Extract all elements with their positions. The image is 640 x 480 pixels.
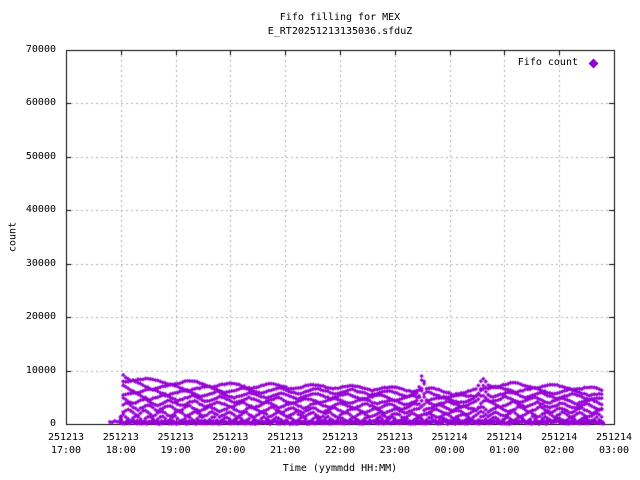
x-tick-date: 251214 [595,432,633,443]
y-tick-label: 70000 [25,44,56,55]
x-tick-time: 17:00 [50,445,82,456]
y-tick-label: 10000 [25,364,56,376]
x-tick-label: 251213 18:00 [88,431,154,457]
x-tick-label: 251214 00:00 [417,431,483,457]
x-tick-date: 251214 [431,432,468,443]
x-tick-date: 251214 [486,432,523,443]
x-tick-time: 03:00 [598,445,630,456]
x-tick-label: 251213 23:00 [362,431,428,457]
x-tick-label: 251214 03:00 [581,431,640,457]
x-tick-date: 251213 [212,432,249,443]
y-tick-label: 60000 [25,97,56,109]
x-tick-date: 251213 [321,432,359,443]
x-tick-time: 18:00 [105,445,136,456]
legend-label: Fifo count [517,57,578,68]
x-tick-label: 251213 20:00 [197,431,263,457]
chart-subtitle: E_RT20251213135036.sfduZ [267,26,413,37]
x-tick-time: 02:00 [544,445,575,456]
x-tick-date: 251213 [47,432,85,443]
x-tick-time: 21:00 [270,445,301,456]
x-tick-time: 22:00 [324,445,356,456]
x-tick-label: 251213 21:00 [252,431,318,457]
x-tick-time: 19:00 [160,445,191,456]
y-tick-label: 50000 [25,150,56,162]
y-axis-label: count [7,221,19,253]
x-tick-time: 20:00 [215,445,246,456]
y-tick-label: 30000 [25,257,56,269]
x-axis-label: Time (yymmdd HH:MM) [282,463,398,474]
x-tick-label: 251214 02:00 [526,431,592,457]
x-tick-label: 251213 17:00 [33,431,99,457]
x-tick-label: 251214 01:00 [471,431,537,457]
y-tick-label: 20000 [25,311,56,323]
x-tick-time: 23:00 [379,445,410,456]
x-tick-date: 251213 [376,432,413,443]
x-tick-date: 251213 [157,432,194,443]
x-tick-time: 01:00 [489,445,520,456]
x-tick-time: 00:00 [434,445,465,456]
chart-title: Fifo filling for MEX [279,12,401,23]
x-tick-date: 251213 [102,432,139,443]
y-tick-label: 40000 [25,204,56,216]
x-tick-label: 251213 19:00 [143,431,209,457]
x-tick-date: 251214 [541,432,578,443]
x-tick-date: 251213 [267,432,304,443]
x-tick-label: 251213 22:00 [307,431,373,457]
y-tick-label: 0 [49,418,56,429]
